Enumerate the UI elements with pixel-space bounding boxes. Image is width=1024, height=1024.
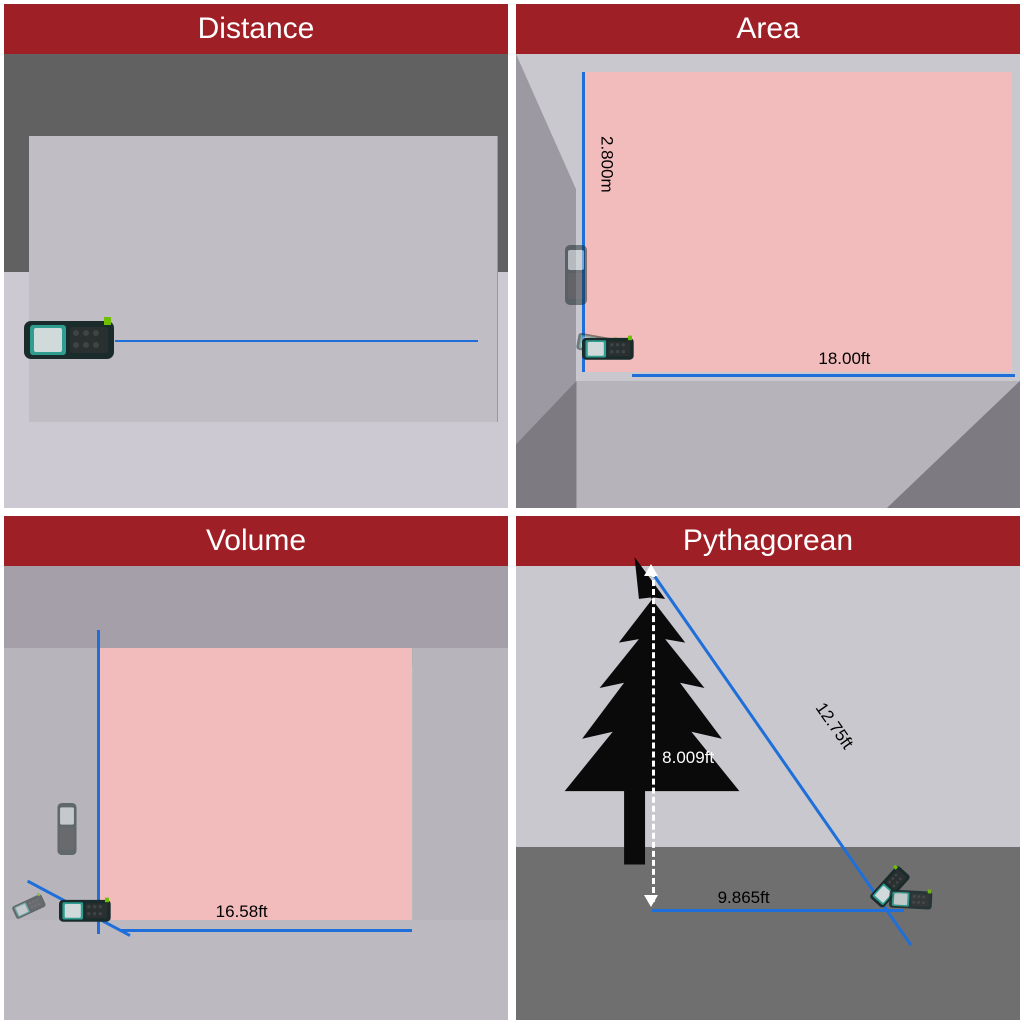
width-label: 18.00ft bbox=[818, 349, 870, 369]
laser-device-ghost-icon bbox=[54, 802, 80, 856]
arrow-up-icon bbox=[644, 564, 658, 576]
panel-title: Distance bbox=[4, 4, 508, 54]
laser-device-ghost-icon bbox=[561, 245, 591, 305]
panel-area: Area 2.800m 18.00ft bbox=[516, 4, 1020, 508]
wall-back-highlight bbox=[100, 648, 412, 929]
height-label: 8.009ft bbox=[662, 748, 714, 768]
panel-pythagorean: Pythagorean 8.009ft 9.865ft 12.75ft bbox=[516, 516, 1020, 1020]
infographic-grid: Distance Area 2.800m 18.00ft bbox=[0, 0, 1024, 1024]
volume-scene: 16.58ft bbox=[4, 566, 508, 1020]
panel-distance: Distance bbox=[4, 4, 508, 508]
area-scene: 2.800m 18.00ft bbox=[516, 54, 1020, 508]
laser-horizontal bbox=[120, 929, 412, 932]
arrow-down-icon bbox=[644, 895, 658, 907]
distance-scene bbox=[4, 54, 508, 508]
laser-device-icon bbox=[582, 335, 650, 371]
panel-title: Volume bbox=[4, 516, 508, 566]
wall-left bbox=[4, 648, 100, 920]
height-label: 2.800m bbox=[597, 136, 617, 193]
laser-vertical bbox=[582, 72, 585, 372]
wall-right bbox=[412, 648, 508, 920]
laser-vertical bbox=[97, 630, 100, 934]
panel-title: Area bbox=[516, 4, 1020, 54]
height-dashed-line bbox=[652, 571, 655, 902]
area-highlight bbox=[584, 72, 1012, 372]
pythagorean-scene: 8.009ft 9.865ft 12.75ft bbox=[516, 566, 1020, 1020]
panel-volume: Volume 16.58ft bbox=[4, 516, 508, 1020]
base-label: 9.865ft bbox=[718, 888, 770, 908]
laser-base bbox=[652, 909, 904, 912]
laser-device-icon bbox=[59, 897, 127, 933]
laser-device-ghost-icon bbox=[888, 887, 952, 924]
laser-horizontal bbox=[632, 374, 1015, 377]
width-label: 16.58ft bbox=[216, 902, 268, 922]
laser-line bbox=[115, 340, 478, 342]
laser-device-icon bbox=[24, 317, 114, 363]
floor bbox=[4, 920, 508, 1020]
target-box bbox=[29, 136, 498, 422]
